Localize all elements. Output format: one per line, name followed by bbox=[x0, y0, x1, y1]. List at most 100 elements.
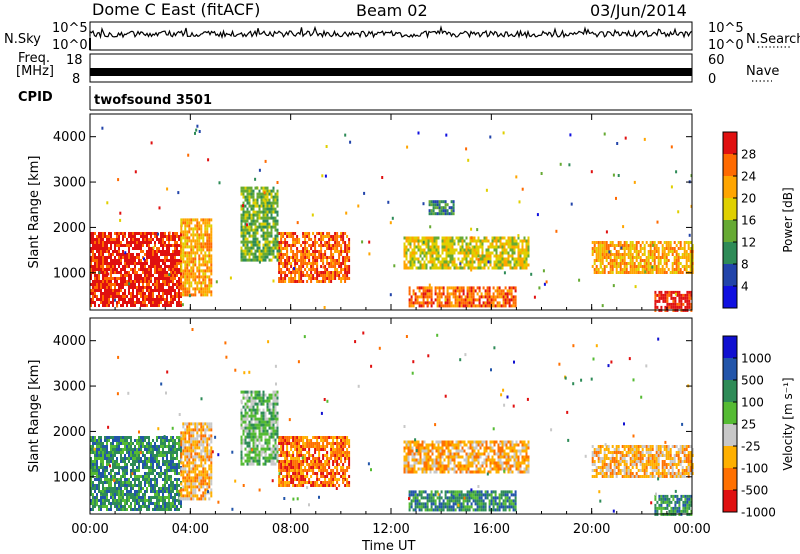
echo-cell bbox=[627, 256, 630, 259]
echo-cell bbox=[487, 266, 490, 270]
echo-cell bbox=[162, 271, 164, 274]
echo-cell bbox=[206, 245, 209, 249]
echo-cell bbox=[132, 286, 134, 289]
echo-cell bbox=[428, 292, 431, 296]
echo-cell bbox=[607, 247, 610, 250]
echo-cell bbox=[166, 496, 168, 499]
echo-cell bbox=[96, 460, 98, 463]
echo-cell bbox=[250, 186, 253, 190]
echo-cell bbox=[210, 425, 213, 429]
echo-cell bbox=[495, 266, 498, 270]
echo-cell bbox=[130, 244, 132, 247]
echo-cell bbox=[174, 244, 176, 247]
echo-cell bbox=[501, 251, 504, 255]
echo-cell bbox=[280, 466, 283, 469]
echo-cell bbox=[486, 301, 489, 305]
echo-cell bbox=[469, 242, 472, 246]
echo-cell bbox=[116, 487, 118, 490]
echo-cell bbox=[156, 445, 158, 448]
echo-cell bbox=[252, 240, 255, 244]
echo-cell bbox=[474, 304, 477, 308]
echo-cell bbox=[106, 490, 108, 493]
echo-cell bbox=[110, 484, 112, 487]
echo-cell bbox=[122, 295, 124, 298]
echo-cell bbox=[102, 283, 104, 286]
echo-cell bbox=[178, 250, 180, 253]
echo-cell bbox=[210, 464, 213, 468]
echo-cell bbox=[478, 289, 481, 293]
echo-cell bbox=[176, 247, 178, 250]
echo-cell bbox=[104, 301, 106, 304]
echo-cell bbox=[470, 286, 473, 290]
echo-cell bbox=[178, 283, 180, 286]
echo-cell bbox=[194, 293, 197, 297]
echo-cell bbox=[142, 493, 144, 496]
echo-cell bbox=[118, 487, 120, 490]
echo-cell bbox=[674, 305, 677, 309]
echo-cell bbox=[473, 260, 476, 264]
echo-cell bbox=[603, 132, 606, 136]
echo-cell bbox=[98, 475, 100, 478]
echo-cell bbox=[204, 461, 207, 465]
echo-cell bbox=[92, 502, 94, 505]
echo-cell bbox=[120, 268, 122, 271]
echo-cell bbox=[130, 472, 132, 475]
echo-cell bbox=[258, 243, 261, 247]
echo-cell bbox=[505, 257, 508, 261]
echo-cell bbox=[172, 496, 174, 499]
echo-cell bbox=[186, 425, 189, 429]
echo-cell bbox=[477, 236, 480, 240]
echo-cell bbox=[292, 259, 295, 262]
echo-cell bbox=[306, 235, 309, 238]
echo-cell bbox=[288, 460, 291, 463]
echo-cell bbox=[286, 268, 289, 271]
echo-cell bbox=[184, 290, 187, 294]
echo-cell bbox=[172, 481, 174, 484]
echo-cell bbox=[312, 244, 315, 247]
echo-cell bbox=[629, 247, 632, 250]
echo-cell bbox=[308, 262, 311, 265]
echo-cell bbox=[148, 289, 150, 292]
echo-cell bbox=[649, 256, 652, 259]
echo-cell bbox=[278, 249, 281, 253]
echo-cell bbox=[601, 262, 604, 265]
echo-cell bbox=[140, 475, 142, 478]
echo-cell bbox=[675, 250, 678, 253]
echo-cell bbox=[298, 271, 301, 274]
echo-cell bbox=[320, 232, 323, 235]
echo-cell bbox=[128, 493, 130, 496]
echo-cell bbox=[172, 499, 174, 502]
echo-cell bbox=[677, 241, 680, 244]
echo-cell bbox=[505, 239, 508, 243]
echo-cell bbox=[204, 245, 207, 249]
echo-cell bbox=[102, 232, 104, 235]
echo-cell bbox=[184, 218, 187, 222]
echo-cell bbox=[452, 200, 455, 204]
echo-cell bbox=[429, 248, 432, 252]
echo-cell bbox=[112, 277, 114, 280]
echo-cell bbox=[342, 232, 345, 235]
echo-cell bbox=[469, 248, 472, 252]
echo-cell bbox=[425, 254, 428, 258]
echo-cell bbox=[206, 224, 209, 228]
echo-cell bbox=[250, 192, 253, 196]
echo-cell bbox=[494, 298, 497, 302]
echo-cell bbox=[525, 260, 528, 264]
echo-cell bbox=[208, 245, 211, 249]
echo-cell bbox=[96, 274, 98, 277]
echo-cell bbox=[180, 221, 183, 225]
echo-cell bbox=[136, 286, 138, 289]
echo-cell bbox=[132, 259, 134, 262]
echo-cell bbox=[318, 250, 321, 253]
echo-cell bbox=[122, 304, 124, 307]
echo-cell bbox=[436, 212, 439, 216]
echo-cell bbox=[102, 496, 104, 499]
echo-cell bbox=[446, 289, 449, 293]
echo-cell bbox=[188, 284, 191, 288]
echo-cell bbox=[194, 251, 197, 255]
echo-cell bbox=[192, 464, 195, 468]
echo-cell bbox=[433, 266, 436, 270]
echo-cell bbox=[623, 271, 626, 274]
echo-cell bbox=[148, 277, 150, 280]
echo-cell bbox=[414, 295, 417, 299]
